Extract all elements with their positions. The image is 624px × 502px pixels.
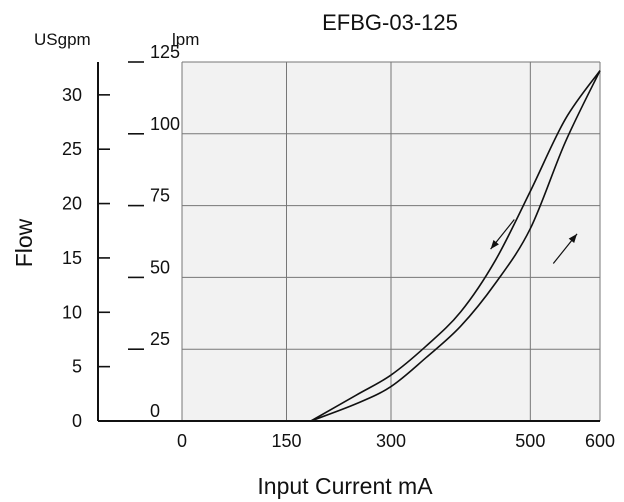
series-line-2	[310, 70, 601, 422]
lpm-tick-label: 0	[150, 401, 160, 421]
y-axis-label: Flow	[11, 218, 37, 267]
arrow-decreasing	[490, 219, 515, 250]
usgpm-tick-label: 20	[62, 194, 82, 214]
lpm-tick-label: 75	[150, 186, 170, 206]
usgpm-tick-label: 25	[62, 139, 82, 159]
lpm-tick-label: 100	[150, 114, 180, 134]
lpm-tick-label: 50	[150, 257, 170, 277]
lpm-tick-label: 125	[150, 42, 180, 62]
usgpm-tick-label: 30	[62, 85, 82, 105]
x-tick-label: 300	[376, 431, 406, 451]
usgpm-tick-labels: 0 5 10 15 20 25 30	[62, 85, 110, 431]
x-tick-label: 0	[177, 431, 187, 451]
chart-title: EFBG-03-125	[322, 10, 458, 35]
direction-arrows	[490, 219, 578, 264]
lpm-tick-labels: 0 25 50 75 100 125	[128, 42, 180, 422]
usgpm-tick-label: 0	[72, 411, 82, 431]
series-lines	[310, 70, 601, 422]
x-tick-labels: 0 150 300 500 600	[177, 431, 615, 451]
usgpm-tick-label: 15	[62, 248, 82, 268]
unit-label-lpm: lpm	[172, 30, 199, 49]
arrow-increasing	[552, 233, 578, 264]
x-tick-label: 600	[585, 431, 615, 451]
lpm-tick-label: 25	[150, 329, 170, 349]
usgpm-tick-label: 10	[62, 302, 82, 322]
unit-label-usgpm: USgpm	[34, 30, 91, 49]
x-tick-label: 500	[515, 431, 545, 451]
grid-lines	[181, 61, 601, 421]
usgpm-tick-label: 5	[72, 357, 82, 377]
x-axis-label: Input Current mA	[257, 473, 433, 499]
series-line-1	[310, 70, 601, 422]
x-tick-label: 150	[271, 431, 301, 451]
